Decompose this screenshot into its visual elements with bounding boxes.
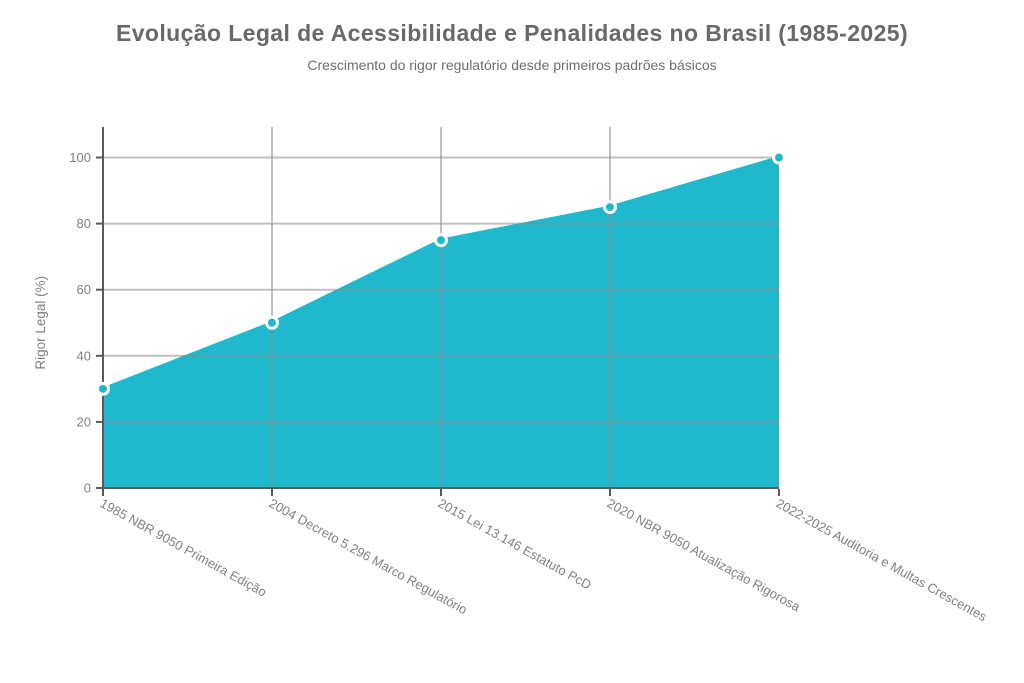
data-point bbox=[434, 233, 448, 248]
x-tick-label: 1985 NBR 9050 Primeira Edição bbox=[98, 496, 270, 600]
y-tick-label: 20 bbox=[77, 414, 91, 429]
y-tick-label: 100 bbox=[69, 150, 91, 165]
y-axis-title: Rigor Legal (%) bbox=[33, 276, 48, 370]
data-point bbox=[265, 315, 279, 330]
data-point bbox=[96, 381, 110, 396]
data-point bbox=[772, 150, 786, 165]
y-tick-label: 60 bbox=[77, 282, 91, 297]
x-tick-label: 2015 Lei 13.146 Estatuto PcD bbox=[436, 496, 594, 593]
x-tick-label: 2022-2025 Auditoria e Multas Crescentes bbox=[774, 496, 990, 625]
chart-title: Evolução Legal de Acessibilidade e Penal… bbox=[115, 20, 909, 46]
y-tick-label: 80 bbox=[77, 216, 91, 231]
x-tick-label: 2020 NBR 9050 Atualização Rigorosa bbox=[605, 496, 804, 615]
chart-subtitle: Crescimento do rigor regulatório desde p… bbox=[307, 57, 717, 73]
y-tick-label: 0 bbox=[84, 481, 91, 496]
y-tick-label: 40 bbox=[77, 348, 91, 363]
x-tick-label: 2004 Decreto 5.296 Marco Regulatório bbox=[267, 496, 470, 618]
data-point bbox=[603, 200, 617, 215]
